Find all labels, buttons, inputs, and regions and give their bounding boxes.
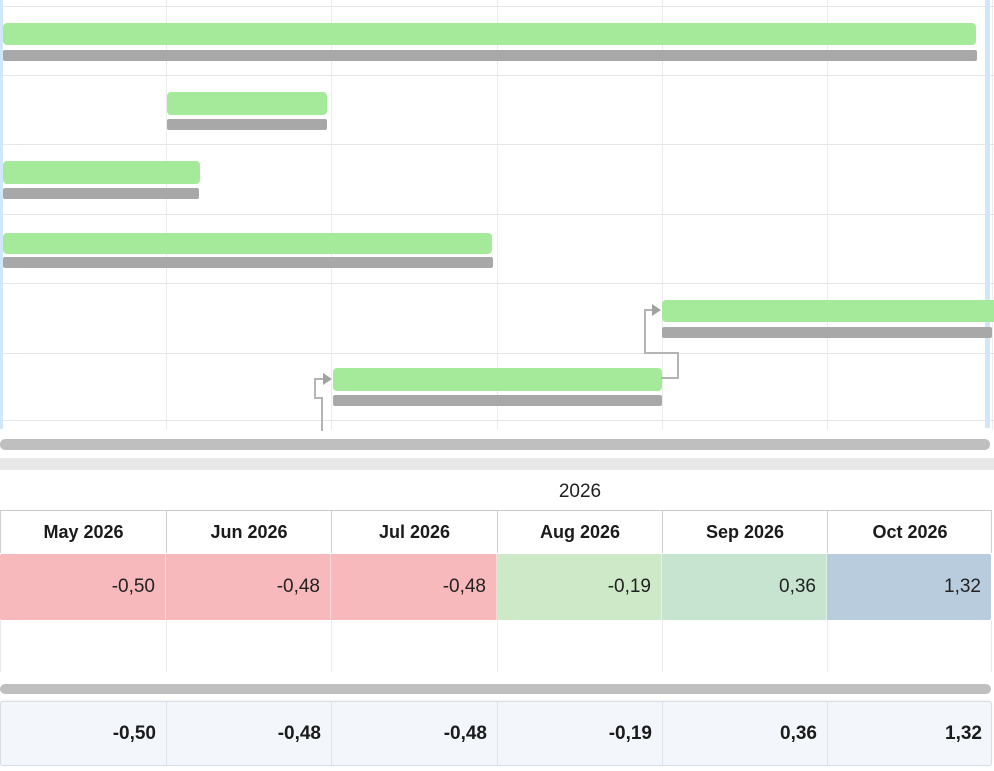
gridline (992, 0, 993, 430)
variance-cell: 1,32 (827, 554, 991, 620)
baseline-bar[interactable] (3, 257, 493, 268)
summary-cell: -0,48 (167, 702, 332, 765)
variance-cell: -0,48 (166, 554, 331, 620)
month-header-cell: Sep 2026 (663, 511, 828, 553)
month-header-cell: Jun 2026 (167, 511, 332, 553)
task-bar[interactable] (167, 92, 327, 115)
empty-cell (663, 620, 828, 672)
month-header-cell: Oct 2026 (872, 521, 948, 542)
row-gridline (0, 353, 994, 354)
chart-left-edge-line (0, 0, 3, 429)
dependency-connector-line (644, 309, 646, 354)
gridline (827, 0, 828, 430)
task-bar[interactable] (3, 233, 492, 254)
row-gridline (0, 6, 994, 7)
row-gridline (0, 144, 994, 145)
row-gridline (0, 214, 994, 215)
month-header-cell: May 2026 (1, 511, 167, 553)
row-gridline (0, 75, 994, 76)
summary-cell: -0,50 (1, 702, 167, 765)
dependency-connector-line (677, 352, 679, 379)
empty-cell (1, 620, 167, 672)
variance-cell: -0,19 (497, 554, 662, 620)
baseline-bar[interactable] (333, 395, 662, 406)
baseline-bar[interactable] (662, 327, 992, 338)
task-bar[interactable] (3, 23, 976, 45)
baseline-bar[interactable] (3, 50, 977, 61)
variance-cell: 0,36 (662, 554, 827, 620)
gantt-chart (0, 0, 994, 433)
task-bar[interactable] (662, 300, 994, 322)
horizontal-scrollbar-thumb[interactable] (0, 684, 991, 694)
empty-cell (167, 620, 332, 672)
month-header-cell: Jul 2026 (332, 511, 498, 553)
dependency-connector-line (314, 378, 316, 399)
dependency-arrow-icon (652, 304, 661, 316)
dependency-connector-line (644, 352, 679, 354)
summary-cell: 0,36 (663, 702, 828, 765)
timeline-marker-line (985, 0, 990, 428)
baseline-bar[interactable] (167, 119, 327, 130)
summary-cell: -0,19 (498, 702, 663, 765)
dependency-connector-line (314, 378, 324, 380)
row-gridline (0, 420, 994, 421)
row-gridline (0, 283, 994, 284)
variance-row: -0,50 -0,48 -0,48 -0,19 0,36 1,32 (0, 554, 991, 620)
empty-cell (828, 620, 992, 672)
gridline (331, 0, 332, 430)
year-band-label: 2026 (558, 481, 602, 502)
summary-row: -0,50 -0,48 -0,48 -0,19 0,36 1,32 (0, 701, 992, 766)
dependency-arrow-icon (323, 373, 332, 385)
horizontal-scrollbar-thumb[interactable] (0, 439, 990, 450)
summary-cell: -0,48 (332, 702, 498, 765)
gridline (497, 0, 498, 430)
pane-splitter-bar[interactable] (0, 458, 994, 470)
empty-cell (332, 620, 498, 672)
dependency-connector-line (321, 397, 323, 431)
task-bar[interactable] (333, 368, 662, 391)
gridline (166, 0, 167, 430)
baseline-bar[interactable] (3, 188, 199, 199)
month-header-cell: Aug 2026 (498, 511, 663, 553)
gridline (662, 0, 663, 430)
empty-grid-band (0, 620, 992, 672)
dependency-connector-line (661, 377, 679, 379)
task-bar[interactable] (3, 161, 200, 184)
dependency-connector-line (314, 397, 323, 399)
summary-cell: 1,32 (945, 722, 982, 744)
empty-cell (498, 620, 663, 672)
variance-cell: -0,48 (331, 554, 497, 620)
month-header-row: May 2026 Jun 2026 Jul 2026 Aug 2026 Sep … (0, 510, 992, 553)
variance-cell: -0,50 (0, 554, 166, 620)
dependency-connector-line (644, 309, 652, 311)
